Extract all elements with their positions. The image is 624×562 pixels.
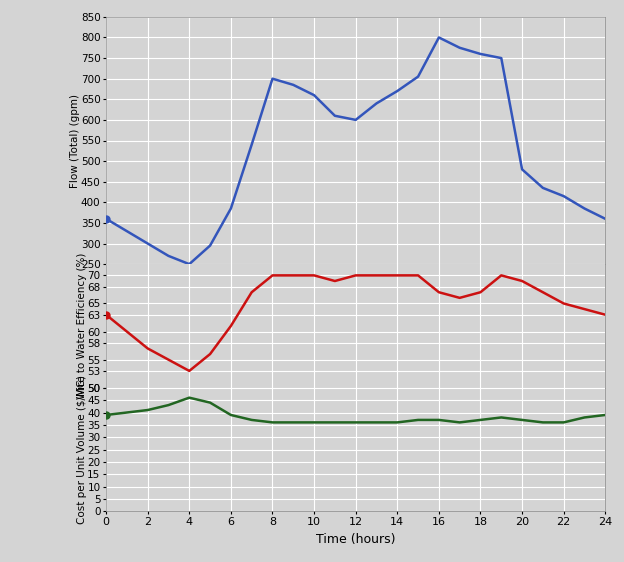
Y-axis label: Wire to Water Efficiency (%): Wire to Water Efficiency (%) (77, 253, 87, 399)
X-axis label: Time (hours): Time (hours) (316, 533, 396, 546)
Y-axis label: Flow (Total) (gpm): Flow (Total) (gpm) (71, 93, 80, 188)
Y-axis label: Cost per Unit Volume ($/MG): Cost per Unit Volume ($/MG) (77, 375, 87, 524)
